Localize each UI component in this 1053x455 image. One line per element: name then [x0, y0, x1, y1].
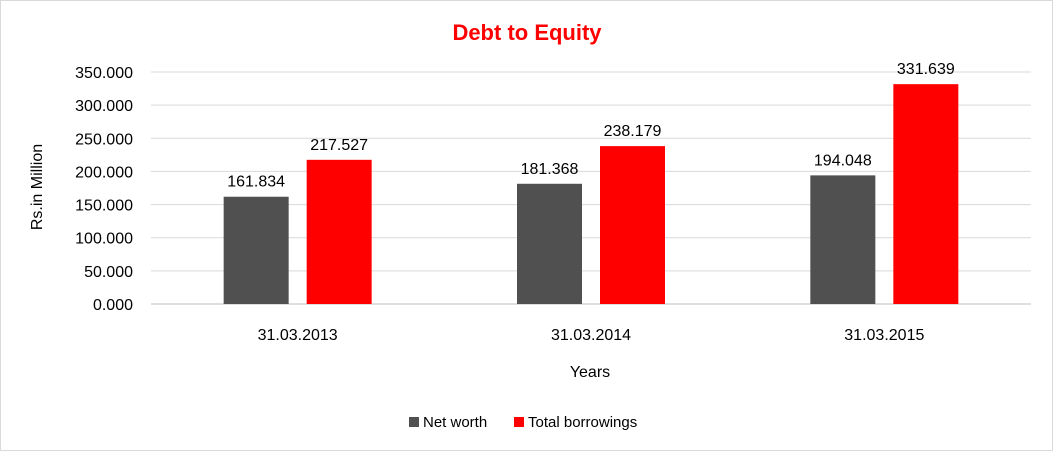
legend-item: Total borrowings [514, 414, 637, 431]
bar [810, 175, 876, 304]
legend-item: Net worth [409, 414, 487, 431]
data-label: 181.368 [521, 161, 579, 178]
x-tick-label: 31.03.2015 [844, 327, 924, 344]
y-tick-label: 100.000 [75, 231, 133, 248]
data-label: 217.527 [310, 137, 368, 154]
legend-label: Net worth [423, 414, 487, 431]
legend-swatch [409, 417, 419, 427]
x-axis-categories: 31.03.2013 31.03.2014 31.03.2015 [258, 327, 925, 344]
bar [223, 196, 289, 304]
data-label: 238.179 [604, 123, 662, 140]
data-labels: 161.834 217.527 181.368 238.179 194.048 331.6… [227, 61, 955, 191]
legend: Net worth Total borrowings [409, 414, 637, 431]
y-tick-label: 50.000 [84, 264, 133, 281]
x-axis-title: Years [570, 364, 610, 381]
y-tick-label: 300.000 [75, 98, 133, 115]
bar [306, 159, 372, 304]
legend-label: Total borrowings [528, 414, 637, 431]
chart-title: Debt to Equity [452, 20, 602, 45]
y-tick-label: 0.000 [93, 297, 133, 314]
y-tick-label: 250.000 [75, 131, 133, 148]
data-label: 194.048 [814, 152, 872, 169]
x-tick-label: 31.03.2014 [551, 327, 631, 344]
gridlines [151, 71, 1031, 305]
bar [893, 84, 959, 305]
data-label: 331.639 [897, 61, 955, 78]
y-tick-label: 200.000 [75, 164, 133, 181]
data-label: 161.834 [227, 174, 285, 191]
bar [600, 146, 665, 304]
y-axis-ticks: 0.000 50.000 100.000 150.000 200.000 250.000 3… [75, 65, 133, 314]
x-tick-label: 31.03.2013 [258, 327, 338, 344]
bar [517, 183, 582, 304]
bars [223, 84, 959, 305]
y-tick-label: 150.000 [75, 198, 133, 215]
y-axis-title: Rs.in Million [29, 144, 46, 230]
legend-swatch [514, 417, 524, 427]
y-tick-label: 350.000 [75, 65, 133, 82]
